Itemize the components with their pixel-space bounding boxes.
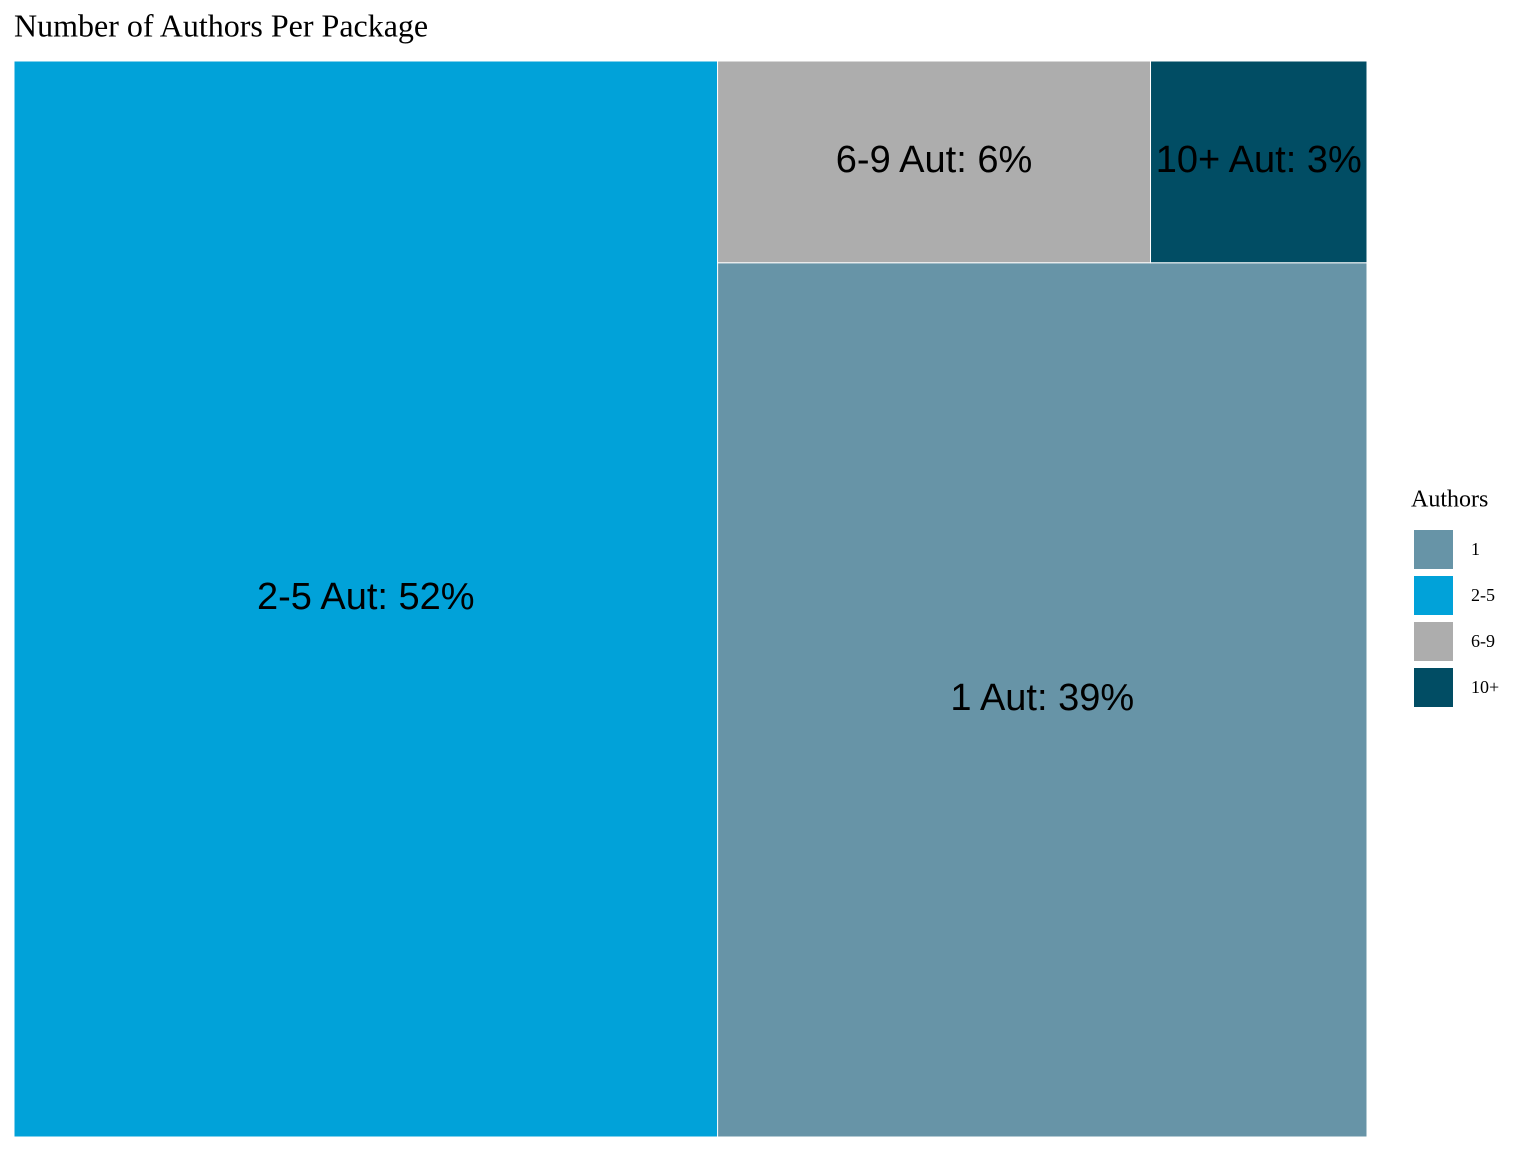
treemap-tile: [717, 60, 1152, 264]
legend-key: [1414, 668, 1453, 707]
tile-label: 2-5 Aut: 52%: [257, 576, 475, 618]
legend-label: 6-9: [1471, 631, 1495, 651]
treemap-tile: [717, 262, 1368, 1138]
tile-label: 1 Aut: 39%: [950, 677, 1134, 719]
legend-key: [1414, 576, 1453, 615]
chart-title: Number of Authors Per Package: [14, 7, 428, 43]
legend-key: [1414, 622, 1453, 661]
legend-label: 1: [1471, 539, 1480, 559]
tile-label: 6-9 Aut: 6%: [836, 139, 1032, 181]
legend-key: [1414, 530, 1453, 569]
legend-label: 2-5: [1471, 585, 1495, 605]
legend-title: Authors: [1411, 487, 1488, 513]
tile-label: 10+ Aut: 3%: [1156, 139, 1362, 181]
legend-label: 10+: [1471, 677, 1499, 697]
treemap-tile: [1150, 60, 1368, 264]
treemap-tile: [13, 60, 719, 1138]
